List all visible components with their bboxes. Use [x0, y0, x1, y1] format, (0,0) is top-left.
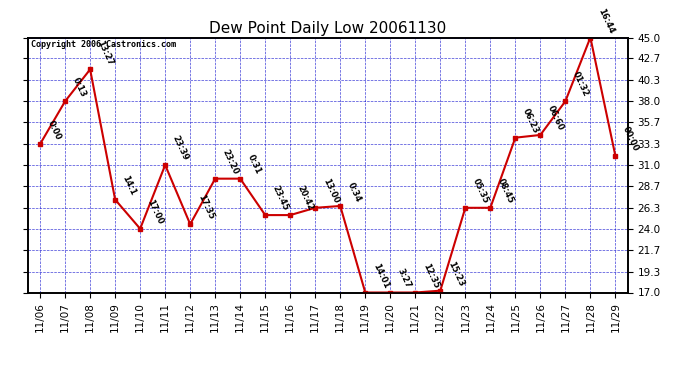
- Text: 13:00: 13:00: [321, 177, 340, 205]
- Text: 06:60: 06:60: [546, 104, 565, 132]
- Text: 13:27: 13:27: [96, 39, 115, 67]
- Text: 23:39: 23:39: [170, 134, 190, 162]
- Text: 12:35: 12:35: [421, 262, 440, 290]
- Text: 17:35: 17:35: [196, 194, 215, 221]
- Text: 17:00: 17:00: [146, 198, 165, 226]
- Text: 14:01: 14:01: [371, 262, 391, 290]
- Text: 15:23: 15:23: [446, 260, 465, 288]
- Text: 08:45: 08:45: [496, 177, 515, 205]
- Text: 23:45: 23:45: [270, 184, 290, 212]
- Text: Copyright 2006 Castronics.com: Copyright 2006 Castronics.com: [30, 40, 175, 49]
- Text: 14:1: 14:1: [121, 174, 138, 197]
- Text: 0:13: 0:13: [70, 76, 88, 99]
- Text: 3:27: 3:27: [396, 267, 413, 290]
- Text: 0:31: 0:31: [246, 153, 263, 176]
- Text: 16:44: 16:44: [596, 6, 615, 35]
- Text: 20:42: 20:42: [296, 184, 315, 212]
- Text: 00:00: 00:00: [621, 125, 640, 153]
- Text: 0:34: 0:34: [346, 181, 363, 203]
- Text: 05:35: 05:35: [471, 177, 491, 205]
- Text: 06:23: 06:23: [521, 107, 540, 135]
- Text: 23:20: 23:20: [221, 148, 240, 176]
- Text: 0:00: 0:00: [46, 119, 63, 141]
- Text: 01:32: 01:32: [571, 70, 591, 99]
- Title: Dew Point Daily Low 20061130: Dew Point Daily Low 20061130: [209, 21, 446, 36]
